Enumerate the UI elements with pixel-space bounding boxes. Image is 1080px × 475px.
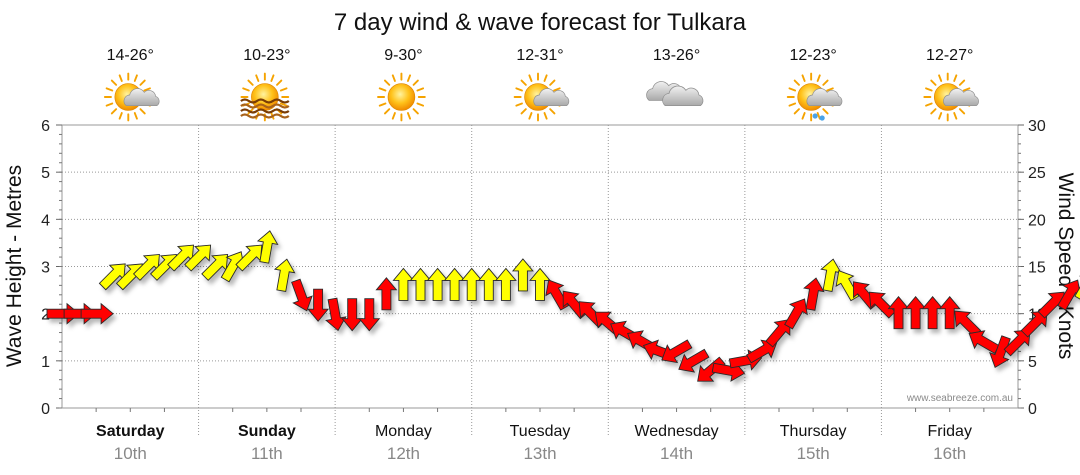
wind-arrow: [307, 288, 330, 322]
cloud-icon: [646, 81, 704, 107]
day-label: Sunday: [238, 423, 296, 440]
date-label: 15th: [797, 444, 830, 463]
wind-arrow: [765, 318, 791, 348]
wind-arrow: [409, 267, 432, 301]
wind-arrow: [661, 339, 693, 364]
temp-range-label: 14-26°: [107, 47, 154, 64]
wind-arrow: [921, 295, 944, 330]
y-right-tick-label: 20: [1028, 212, 1046, 229]
date-label: 14th: [660, 444, 693, 463]
wind-arrow: [989, 335, 1011, 369]
date-label: 16th: [933, 444, 966, 463]
wind-arrow: [697, 356, 726, 382]
day-label: Wednesday: [634, 423, 718, 440]
sun-haze-icon: [240, 72, 290, 122]
wind-arrow: [678, 348, 710, 373]
date-label: 12th: [387, 444, 420, 463]
wind-arrows: [46, 230, 1080, 382]
wind-arrow: [784, 298, 808, 330]
sun-cloud-icon: [923, 72, 979, 122]
wind-arrow: [938, 295, 961, 330]
y-left-tick-label: 6: [41, 118, 50, 135]
sun-cloud-rain-icon: [786, 72, 843, 122]
day-label: Monday: [375, 423, 432, 440]
y-left-tick-label: 1: [41, 354, 50, 371]
day-label: Tuesday: [510, 423, 571, 440]
day-label: Thursday: [780, 423, 847, 440]
wind-arrow: [426, 267, 449, 301]
wind-arrow: [529, 267, 551, 301]
temp-range-label: 12-31°: [516, 47, 563, 64]
wind-arrow: [1074, 270, 1080, 302]
wind-arrow: [904, 295, 927, 330]
watermark: www.seabreeze.com.au: [906, 393, 1013, 404]
temp-range-label: 12-27°: [926, 47, 973, 64]
date-label: 10th: [114, 444, 147, 463]
wind-arrow: [1003, 329, 1031, 357]
date-label: 13th: [523, 444, 556, 463]
y-right-tick-label: 30: [1028, 118, 1046, 135]
y-right-axis-title: Wind Speed - Knots: [1054, 173, 1077, 360]
day-label: Saturday: [96, 423, 165, 440]
temp-range-label: 12-23°: [789, 47, 836, 64]
wind-arrow: [511, 258, 534, 292]
wind-arrow: [256, 230, 279, 264]
y-right-tick-label: 15: [1028, 260, 1046, 277]
y-right-tick-label: 0: [1028, 401, 1037, 418]
wind-arrow: [375, 277, 398, 311]
y-left-axis-title: Wave Height - Metres: [3, 165, 26, 367]
y-left-tick-label: 5: [41, 165, 50, 182]
wind-arrow: [63, 302, 97, 325]
y-right-tick-label: 5: [1028, 354, 1037, 371]
day-label: Friday: [927, 423, 971, 440]
chart-title: 7 day wind & wave forecast for Tulkara: [334, 9, 747, 36]
wind-arrow: [46, 302, 80, 325]
date-label: 11th: [251, 444, 283, 463]
sun-cloud-icon: [103, 72, 160, 122]
wind-arrow: [868, 291, 896, 319]
temp-range-label: 13-26°: [653, 47, 700, 64]
wind-arrow: [291, 278, 313, 312]
y-left-tick-label: 2: [41, 307, 50, 324]
wind-arrow: [803, 277, 825, 311]
wind-arrow: [341, 298, 364, 332]
wind-arrow: [477, 267, 500, 301]
wind-arrow: [835, 270, 860, 302]
wind-arrow: [80, 302, 114, 325]
wind-arrow: [273, 258, 296, 292]
y-left-tick-label: 3: [41, 260, 50, 277]
wind-arrow: [184, 244, 212, 272]
wind-arrow: [325, 297, 347, 332]
sun-icon: [377, 72, 426, 122]
wind-arrow: [392, 267, 415, 301]
wind-arrow: [358, 298, 381, 332]
wind-arrow: [1020, 310, 1048, 338]
temp-range-label: 10-23°: [243, 47, 290, 64]
wind-arrow: [494, 267, 517, 301]
y-right-tick-label: 25: [1028, 165, 1046, 182]
wind-arrow: [746, 339, 778, 364]
wind-arrow: [460, 267, 483, 301]
y-left-tick-label: 0: [41, 401, 50, 418]
sun-cloud-icon: [513, 72, 570, 122]
temp-range-label: 9-30°: [384, 47, 422, 64]
wind-arrow: [443, 267, 466, 301]
y-left-tick-label: 4: [41, 212, 50, 229]
